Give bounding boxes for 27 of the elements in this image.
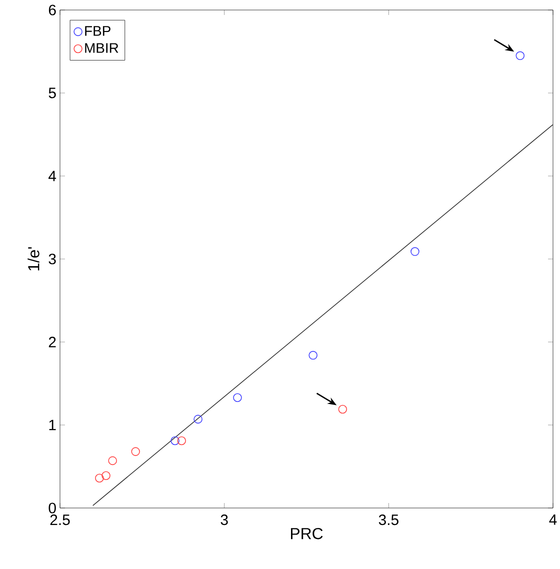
point xyxy=(108,456,117,466)
point xyxy=(94,474,104,483)
point xyxy=(308,350,318,360)
y-axis-title: 1/e' xyxy=(27,247,40,270)
y-tick-label: 0 xyxy=(48,502,56,514)
point xyxy=(130,447,140,456)
y-tick-label: 5 xyxy=(48,88,56,98)
y-tick-label: 1 xyxy=(49,420,56,430)
legend-label: FBP xyxy=(84,26,110,36)
point xyxy=(516,51,524,60)
point xyxy=(338,404,347,414)
point xyxy=(170,436,180,446)
point xyxy=(176,436,186,446)
y-tick-label: 2 xyxy=(48,336,56,348)
point xyxy=(101,471,110,480)
x-tick-label: 2.5 xyxy=(50,514,70,526)
y-tick-label: 3 xyxy=(48,254,56,264)
legend-label: MBIR xyxy=(84,43,118,53)
y-tick-label: 6 xyxy=(48,4,56,16)
x-tick-label: 3.5 xyxy=(378,514,398,526)
x-axis-title: PRC xyxy=(290,528,322,540)
point xyxy=(232,393,242,402)
x-tick-label: 3 xyxy=(220,514,228,526)
x-tick-label: 4 xyxy=(548,514,556,525)
point xyxy=(193,414,202,424)
y-tick-label: 4 xyxy=(48,170,56,182)
point xyxy=(410,247,420,256)
